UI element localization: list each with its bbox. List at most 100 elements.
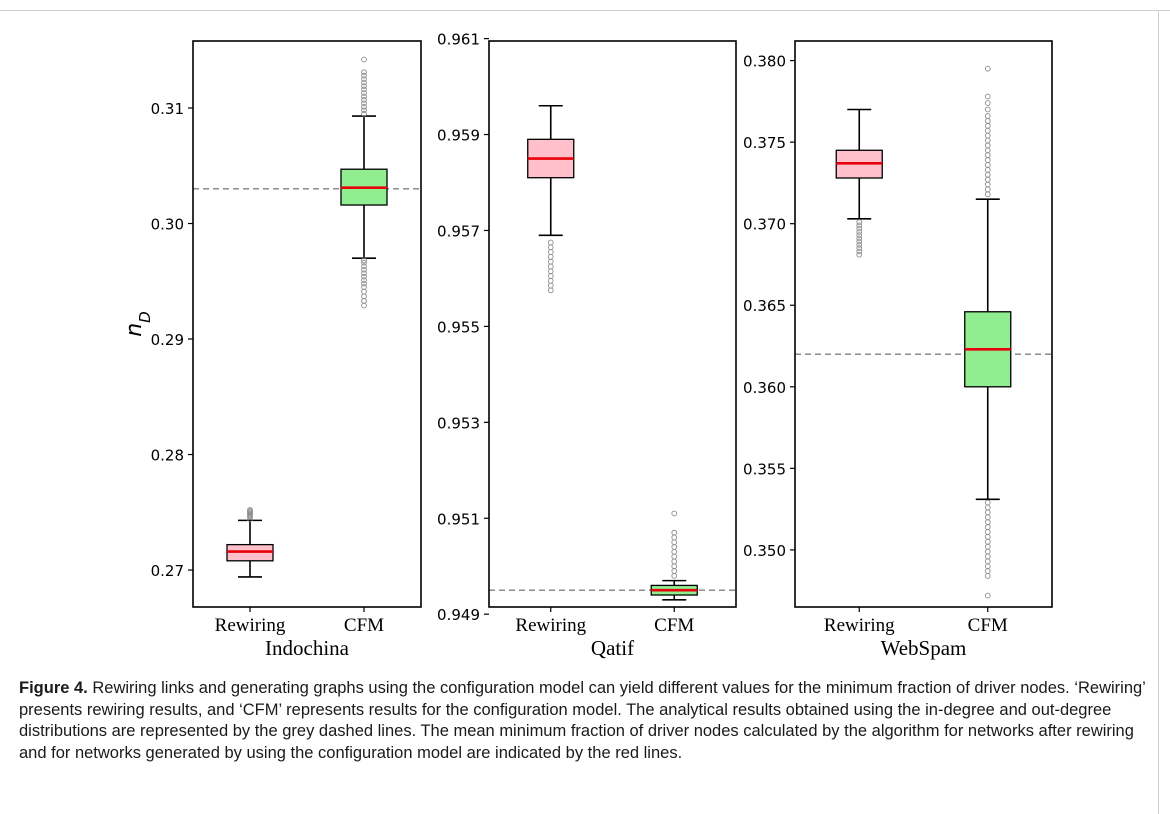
- outlier-point: [361, 86, 367, 93]
- x-tick-label: CFM: [654, 615, 694, 636]
- outlier-point: [361, 100, 367, 107]
- outlier-point: [856, 242, 863, 248]
- outlier-point: [984, 563, 991, 570]
- x-tick-label: CFM: [968, 615, 1008, 636]
- outlier-point: [671, 558, 678, 565]
- outlier-point: [984, 514, 991, 521]
- y-tick-label: 0.953: [437, 414, 480, 432]
- outlier-point: [547, 268, 554, 275]
- y-tick-label: 0.957: [437, 222, 480, 240]
- panel-title: Qatif: [591, 636, 634, 660]
- y-tick-label: 0.360: [743, 379, 786, 397]
- y-axis-label: nD: [122, 311, 154, 337]
- y-tick-label: 0.951: [437, 510, 480, 528]
- outlier-point: [671, 572, 678, 579]
- outlier-point: [671, 553, 678, 560]
- outlier-point: [856, 248, 863, 255]
- outlier-point: [361, 263, 367, 270]
- outlier-point: [361, 107, 367, 114]
- outlier-point: [984, 181, 991, 188]
- outlier-point: [671, 568, 678, 574]
- outlier-point: [361, 72, 367, 79]
- outlier-point: [361, 273, 367, 280]
- outlier-point: [856, 222, 863, 229]
- x-tick-label: Rewiring: [515, 615, 586, 636]
- outlier-point: [547, 282, 554, 289]
- outlier-point: [247, 507, 253, 513]
- outlier-point: [984, 122, 991, 129]
- outlier-point: [547, 263, 554, 270]
- page-frame-right: [1158, 10, 1159, 814]
- outlier-point: [361, 288, 367, 295]
- outlier-point: [984, 147, 991, 154]
- outlier-point: [984, 171, 991, 178]
- outlier-point: [361, 277, 367, 283]
- outlier-point: [671, 544, 678, 550]
- outlier-point: [984, 176, 991, 183]
- outlier-point: [984, 534, 991, 540]
- outlier-point: [984, 162, 991, 168]
- outlier-point: [856, 245, 863, 252]
- outlier-point: [671, 563, 678, 570]
- outlier-point: [361, 284, 367, 290]
- outlier-point: [984, 186, 991, 193]
- outlier-point: [984, 543, 991, 550]
- outlier-point: [547, 249, 554, 255]
- outlier-point: [984, 519, 991, 526]
- y-tick-label: 0.355: [743, 460, 786, 478]
- outlier-point: [547, 253, 554, 260]
- figure-caption: Figure 4. Rewiring links and generating …: [19, 678, 1149, 764]
- outlier-point: [361, 280, 367, 287]
- plot-frame: [794, 40, 1053, 608]
- outlier-point: [361, 293, 367, 300]
- outlier-point: [361, 257, 367, 264]
- outlier-point: [984, 558, 991, 565]
- outlier-point: [984, 93, 991, 100]
- outlier-point: [361, 259, 367, 266]
- y-tick-label: 0.959: [437, 127, 480, 145]
- outlier-point: [984, 568, 991, 574]
- outlier-point: [547, 244, 554, 251]
- outlier-point: [361, 302, 367, 309]
- outlier-point: [984, 592, 991, 599]
- y-tick-label: 0.375: [743, 134, 786, 152]
- outlier-point: [984, 573, 991, 579]
- plot-frame: [192, 40, 422, 608]
- outlier-point: [856, 232, 863, 238]
- outlier-point: [984, 142, 991, 149]
- outlier-point: [547, 273, 554, 279]
- outlier-point: [361, 56, 367, 63]
- outlier-point: [361, 103, 367, 110]
- outlier-point: [361, 266, 367, 273]
- page-frame-top: [0, 10, 1170, 11]
- outlier-point: [984, 191, 991, 198]
- panel-indochina: Rewiring CFM 0.27 0.28 0.29 0.30 0.31 Indochina…: [122, 40, 422, 660]
- outlier-point: [984, 132, 991, 139]
- outlier-point: [856, 251, 863, 258]
- outlier-point: [984, 118, 991, 124]
- outlier-point: [547, 258, 554, 265]
- outlier-point: [984, 524, 991, 530]
- y-tick-label: 0.365: [743, 297, 786, 315]
- outlier-point: [856, 235, 863, 242]
- y-tick-label: 0.29: [151, 331, 184, 349]
- outlier-point: [856, 228, 863, 235]
- outlier-point: [361, 79, 367, 86]
- outlier-point: [984, 553, 991, 560]
- outlier-point: [984, 157, 991, 163]
- outlier-point: [361, 93, 367, 100]
- outlier-point: [856, 238, 863, 245]
- panel-webspam: Rewiring CFM 0.350 0.355 0.360 0.365 0.370 0.37…: [743, 40, 1053, 660]
- y-tick-label: 0.949: [437, 606, 480, 624]
- y-tick-label: 0.380: [743, 53, 786, 71]
- outlier-point: [361, 270, 367, 277]
- y-tick-label: 0.27: [151, 562, 184, 580]
- outlier-point: [361, 97, 367, 103]
- outlier-point: [361, 76, 367, 82]
- outlier-point: [361, 69, 367, 76]
- y-tick-label: 0.370: [743, 216, 786, 234]
- x-tick-label: CFM: [344, 615, 384, 636]
- panel-title: Indochina: [265, 636, 350, 660]
- figure-caption-text: Rewiring links and generating graphs usi…: [19, 679, 1146, 762]
- outlier-point: [856, 225, 863, 232]
